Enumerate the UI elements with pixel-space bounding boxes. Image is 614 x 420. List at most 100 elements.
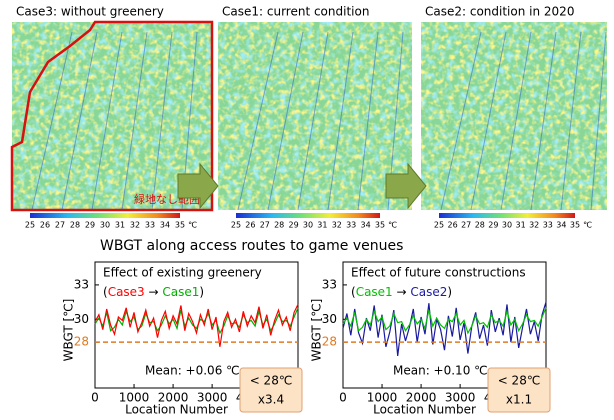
colorbar-tick-label: 33 [543, 221, 553, 230]
map-noise [421, 22, 607, 210]
chart-title: Effect of existing greenery [103, 266, 262, 280]
series-line [342, 307, 547, 335]
x-axis-label: Location Number [125, 403, 228, 417]
colorbar-tick-label: 34 [556, 221, 566, 230]
colorbar [439, 213, 575, 218]
y-tick-label: 33 [74, 277, 89, 291]
arrow [385, 162, 427, 210]
legend-text: → [393, 285, 411, 299]
colorbar-tick-label: 27 [461, 221, 471, 230]
annotation: Mean: +0.06 ℃ [145, 364, 240, 378]
colorbar-tick-label: 34 [160, 221, 170, 230]
colorbar-tick-label: 26 [40, 221, 50, 230]
map-street [327, 31, 354, 211]
colorbar-tick-label: 28 [475, 221, 485, 230]
colorbar-tick-label: 25 [231, 221, 241, 230]
map-street [530, 31, 557, 211]
y-tick-label: 33 [322, 277, 337, 291]
colorbar-tick-label: 32 [529, 221, 539, 230]
colorbar-unit: ℃ [188, 221, 197, 230]
map-title: Case2: condition in 2020 [425, 5, 574, 19]
x-tick-label: 2000 [158, 391, 189, 405]
colorbar-tick-label: 27 [55, 221, 65, 230]
x-tick-label: 0 [339, 391, 347, 405]
x-tick-label: 2000 [406, 391, 437, 405]
colorbar-tick-label: 26 [245, 221, 255, 230]
colorbar [30, 213, 180, 218]
colorbar-unit: ℃ [583, 221, 592, 230]
x-axis-label: Location Number [373, 403, 476, 417]
colorbar-tick-label: 27 [260, 221, 270, 230]
annotation: Mean: +0.10 ℃ [393, 364, 488, 378]
map-street [61, 31, 98, 211]
colorbar-tick-label: 30 [100, 221, 110, 230]
x-tick-label: 1000 [119, 391, 150, 405]
arrow [177, 162, 219, 210]
y-tick-label: 30 [322, 312, 337, 326]
series-line [342, 301, 547, 356]
legend: (Case3 → Case1) [103, 285, 204, 299]
map-street [31, 31, 73, 211]
colorbar-tick-label: 29 [289, 221, 299, 230]
legend-text: ) [447, 285, 452, 299]
map-street [121, 31, 148, 211]
line-chart: 28303301000200030004000Effect of future … [310, 261, 551, 417]
no-greenery-area [10, 20, 214, 212]
map-street [590, 31, 607, 211]
legend: (Case1 → Case2) [351, 285, 452, 299]
map-street [500, 31, 532, 211]
callout-box [487, 367, 551, 413]
legend-text: → [145, 285, 163, 299]
colorbar-tick-label: 28 [274, 221, 284, 230]
callout-text: x3.4 [258, 393, 284, 407]
legend-text: ( [351, 285, 356, 299]
map-street [357, 31, 379, 211]
y-axis-label: WBGT [℃] [310, 299, 324, 362]
map-title: Case1: current condition [222, 5, 369, 19]
colorbar-tick-label: 33 [346, 221, 356, 230]
callout-text: < 28℃ [250, 374, 293, 388]
charts: 28303301000200030004000Effect of existin… [62, 261, 551, 417]
colorbar-tick-label: 26 [448, 221, 458, 230]
colorbar-tick-label: 32 [332, 221, 342, 230]
callout-box [239, 367, 303, 413]
map-street [440, 31, 482, 211]
colorbar-tick-label: 25 [434, 221, 444, 230]
x-tick-label: 3000 [197, 391, 228, 405]
callout-text: x1.1 [506, 393, 532, 407]
map-street [151, 31, 173, 211]
colorbar-tick-label: 31 [516, 221, 526, 230]
colorbar-tick-label: 32 [130, 221, 140, 230]
colorbar-tick-label: 35 [570, 221, 580, 230]
map-street [91, 31, 123, 211]
x-tick-label: 1000 [367, 391, 398, 405]
colorbar-tick-label: 30 [303, 221, 313, 230]
map-street [560, 31, 582, 211]
line-chart: 28303301000200030004000Effect of existin… [62, 261, 303, 417]
map-street [297, 31, 329, 211]
x-tick-label: 0 [91, 391, 99, 405]
colorbar-tick-label: 34 [361, 221, 371, 230]
colorbar-tick-label: 30 [502, 221, 512, 230]
x-tick-label: 3000 [445, 391, 476, 405]
legend-entry: Case3 [108, 285, 145, 299]
series-line [94, 304, 299, 347]
colorbar-tick-label: 29 [488, 221, 498, 230]
colorbar-tick-label: 29 [85, 221, 95, 230]
y-tick-label: 28 [74, 335, 89, 349]
colorbar-unit: ℃ [388, 221, 397, 230]
section-title: WBGT along access routes to game venues [100, 238, 403, 254]
legend-entry: Case2 [410, 285, 447, 299]
y-tick-label: 28 [322, 335, 337, 349]
map-street [237, 31, 279, 211]
colorbar-tick-label: 35 [375, 221, 385, 230]
colorbar-tick-label: 33 [145, 221, 155, 230]
legend-entry: Case1 [162, 285, 199, 299]
map-street [267, 31, 304, 211]
map-street [470, 31, 507, 211]
legend-text: ( [103, 285, 108, 299]
map-noise [218, 22, 412, 210]
colorbar-tick-label: 35 [175, 221, 185, 230]
